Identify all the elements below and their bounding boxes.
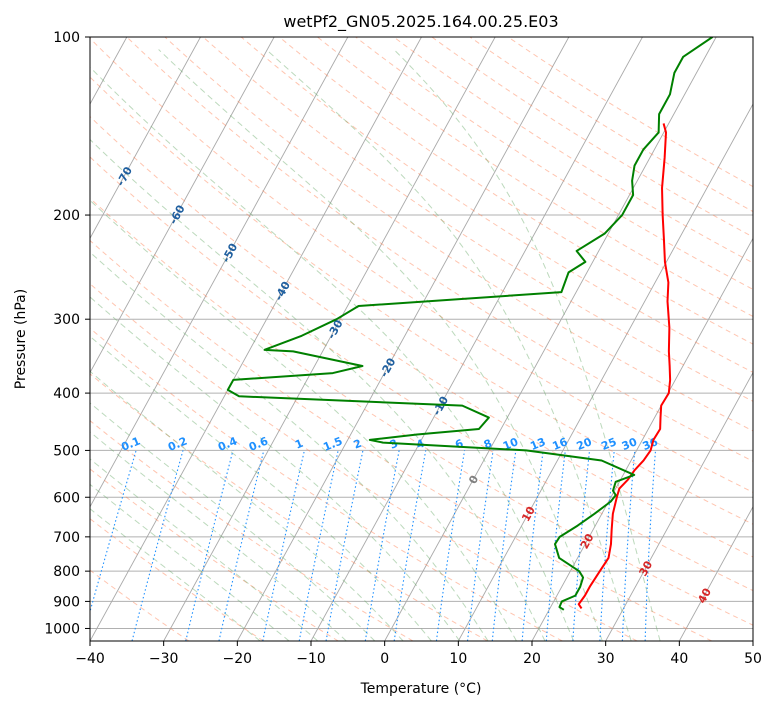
y-tick-label: 700 [53, 530, 80, 546]
x-tick-label: −40 [75, 651, 105, 667]
background-lines [90, 37, 753, 641]
mixing-ratio-label: 25 [599, 435, 618, 453]
isotherm-line [90, 37, 422, 641]
mixing-ratio-label: 1 [293, 437, 305, 452]
moist-adiabat-line [90, 251, 489, 641]
moist-adiabat-line [90, 335, 432, 641]
mixing-ratio-line [393, 450, 427, 641]
dry-adiabat-line [240, 37, 753, 373]
dry-adiabat-line [90, 468, 339, 641]
dry-adiabat-line [355, 37, 753, 290]
mixing-ratio-line [435, 450, 466, 641]
dewpoint-profile-line [226, 37, 714, 611]
y-tick-label: 100 [53, 30, 80, 46]
x-tick-label: −30 [149, 651, 179, 667]
axes: −40 −30 −20 −10 0 10 20 30 40 50 100 200 300 400 500 60… [44, 30, 762, 667]
y-tick-label: 600 [53, 490, 80, 506]
dry-adiabat-line [90, 197, 753, 626]
mixing-ratio-line [218, 450, 265, 641]
x-tick-label: 20 [523, 651, 541, 667]
x-tick-label: 30 [597, 651, 615, 667]
mixing-ratio-label: 36 [641, 435, 660, 453]
isotherm-line [163, 37, 496, 641]
mixing-ratio-line [545, 450, 566, 641]
mixing-ratio-line [466, 450, 494, 641]
y-tick-label: 300 [53, 312, 80, 328]
x-axis-title: Temperature (°C) [360, 681, 482, 697]
y-tick-label: 500 [53, 443, 80, 459]
x-tick-label: 10 [449, 651, 467, 667]
isotherm-line [90, 37, 201, 240]
dry-adiabat-line [90, 156, 753, 592]
dry-adiabat-line [431, 37, 753, 238]
y-tick-label: 900 [53, 594, 80, 610]
mixing-ratio-label: 20 [575, 435, 594, 453]
dry-adiabat-line [507, 37, 753, 188]
mixing-ratio-label: 16 [550, 435, 569, 453]
y-tick-label: 1000 [44, 621, 80, 637]
dry-adiabat-line [90, 76, 753, 525]
x-tick-label: 40 [670, 651, 688, 667]
x-tick-label: −10 [296, 651, 326, 667]
moist-adiabat-line [90, 431, 347, 641]
isotherm-line [310, 37, 643, 641]
isotherm-line [90, 37, 275, 374]
dry-adiabat-line [90, 115, 753, 558]
moist-adiabat-line [90, 296, 461, 641]
dry-adiabat-line [164, 37, 753, 432]
moist-adiabat-line [393, 49, 661, 641]
dry-adiabat-line [279, 37, 753, 345]
mixing-ratio-line [131, 450, 184, 641]
mixing-ratio-label: 8 [482, 437, 494, 452]
mixing-ratio-line [185, 450, 234, 641]
mixing-ratio-label: 13 [528, 435, 547, 453]
x-tick-label: −20 [223, 651, 253, 667]
y-tick-label: 200 [53, 208, 80, 224]
profile-series [226, 37, 714, 611]
mixing-ratio-line [491, 450, 517, 641]
isotherm-line [90, 37, 349, 508]
x-tick-label: 0 [380, 651, 389, 667]
chart-title: wetPf2_GN05.2025.164.00.25.E03 [283, 12, 558, 32]
moist-adiabat-line [158, 49, 603, 641]
dry-adiabat-line [90, 327, 563, 641]
dry-adiabat-line [202, 37, 753, 402]
dry-adiabat-line [90, 420, 414, 641]
mixing-ratio-line [521, 450, 544, 641]
y-tick-label: 800 [53, 564, 80, 580]
moist-adiabat-line [90, 402, 376, 641]
moist-adiabat-line [265, 49, 632, 641]
dry-adiabat-line [393, 37, 753, 264]
isotherm-line [531, 237, 753, 641]
isotherm-line [457, 103, 753, 641]
mixing-ratio-label: 30 [620, 435, 639, 453]
temperature-profile-line [577, 123, 672, 610]
isotherm-line [605, 371, 753, 641]
isotherm-line [236, 37, 570, 641]
dry-adiabat-line [90, 283, 638, 641]
y-tick-label: 400 [53, 386, 80, 402]
mixing-ratio-line [90, 450, 137, 614]
y-axis-title: Pressure (hPa) [13, 289, 29, 389]
plot-frame [89, 36, 754, 642]
moist-adiabat-line [90, 66, 575, 641]
x-tick-label: 50 [744, 651, 762, 667]
mixing-ratio-label: 2 [352, 437, 364, 452]
moist-adiabat-line [90, 458, 319, 641]
moist-adiabat-line [90, 138, 546, 641]
isotherm-line [678, 505, 753, 641]
isotherm-line [384, 37, 717, 641]
dry-adiabat-line [90, 239, 712, 641]
